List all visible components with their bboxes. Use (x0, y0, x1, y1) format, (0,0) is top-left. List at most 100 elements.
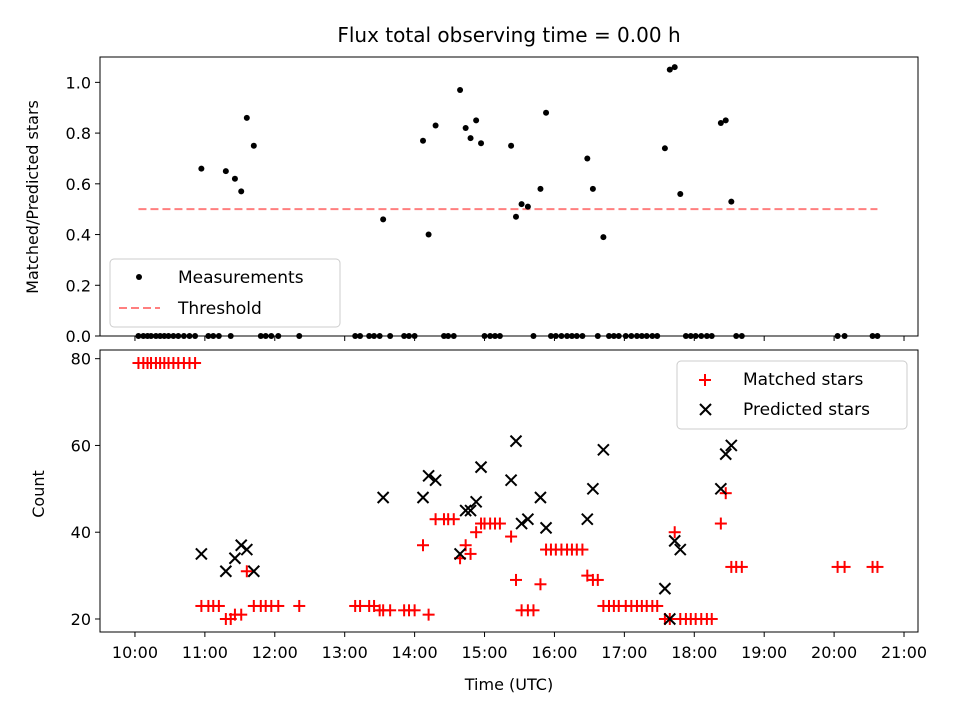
bottom-x-tick-label: 15:00 (461, 643, 507, 662)
matched-star-point (417, 539, 430, 552)
measurement-point (661, 145, 668, 152)
measurement-point (238, 188, 245, 195)
predicted-star-point (521, 512, 535, 526)
matched-star-point (668, 526, 681, 539)
matched-star-point (651, 599, 664, 612)
matched-star-point (838, 560, 851, 573)
measurement-point (677, 190, 684, 197)
predicted-star-point (714, 482, 728, 496)
top-ticks: 0.0 0.2 0.4 0.6 0.8 1.0 (66, 73, 905, 346)
predicted-star-point (719, 447, 732, 461)
measurement-point (231, 175, 238, 182)
measurement-point (671, 64, 678, 71)
measurement-point (198, 165, 205, 172)
bottom-x-tick-label: 13:00 (322, 643, 368, 662)
matched-star-point (576, 543, 589, 556)
measurement-point (478, 140, 485, 147)
predicted-star-point (515, 517, 528, 530)
bottom-y-tick-label: 40 (71, 523, 91, 542)
matched-star-point (408, 604, 421, 617)
predicted-star-point (725, 439, 738, 452)
top-panel: Flux total observing time = 0.00 h Match… (23, 23, 919, 346)
measurement-point (457, 86, 464, 93)
matched-star-point (527, 604, 540, 617)
top-y-tick-label: 0.0 (66, 327, 91, 346)
legend-matched-label: Matched stars (743, 370, 863, 390)
predicted-star-point (581, 512, 594, 526)
matched-star-point (293, 599, 306, 612)
measurement-point (222, 168, 229, 175)
top-plot-area (135, 64, 881, 339)
measurement-point (512, 213, 519, 220)
matched-star-point (493, 517, 506, 530)
predicted-star-point (429, 473, 442, 487)
bottom-x-tick-label: 16:00 (531, 643, 577, 662)
predicted-star-point (668, 534, 681, 548)
measurement-point (589, 185, 596, 192)
predicted-star-point (586, 482, 600, 496)
bottom-x-tick-label: 18:00 (671, 643, 717, 662)
matched-star-point (534, 578, 547, 591)
measurement-point (473, 117, 480, 124)
matched-star-point (591, 573, 604, 586)
predicted-star-point (509, 434, 523, 448)
predicted-star-point (597, 443, 610, 456)
bottom-x-axis-label: Time (UTC) (464, 675, 553, 694)
predicted-star-point (453, 547, 467, 561)
legend-measurements-marker (136, 274, 142, 280)
matched-star-point (422, 608, 435, 621)
top-axes-frame (99, 56, 919, 337)
predicted-star-point (469, 495, 483, 509)
bottom-y-tick-label: 80 (71, 350, 91, 369)
predicted-star-point (663, 612, 677, 626)
matched-star-point (735, 560, 748, 573)
measurement-point (243, 114, 250, 121)
measurement-point (462, 125, 469, 132)
top-y-tick-label: 1.0 (66, 73, 91, 92)
measurement-point (432, 122, 439, 129)
measurement-point (543, 109, 550, 116)
top-legend-box (109, 258, 341, 328)
predicted-star-point (459, 504, 472, 517)
measurement-point (518, 201, 525, 208)
legend-threshold-label: Threshold (177, 299, 262, 319)
bottom-y-tick-label: 60 (71, 436, 91, 455)
bottom-axes-frame (99, 349, 919, 633)
predicted-star-point (416, 491, 430, 504)
predicted-star-point (674, 543, 687, 556)
measurement-point (524, 203, 531, 210)
predicted-star-point (376, 491, 390, 504)
predicted-star-point (240, 543, 254, 556)
matched-star-point (470, 526, 483, 539)
matched-star-point (447, 513, 460, 526)
predicted-star-point (219, 565, 233, 578)
matched-star-point (871, 560, 884, 573)
predicted-star-point (539, 521, 553, 535)
matched-star-point (505, 530, 518, 543)
measurement-point (666, 66, 673, 73)
predicted-star-point (534, 491, 547, 504)
measurement-point (250, 142, 257, 149)
bottom-x-tick-label: 11:00 (182, 643, 228, 662)
predicted-star-point (658, 582, 672, 595)
matched-star-point (212, 599, 225, 612)
bottom-x-tick-label: 10:00 (112, 643, 158, 662)
legend-predicted-label: Predicted stars (743, 400, 870, 420)
measurement-point (600, 234, 607, 241)
predicted-star-point (504, 473, 518, 487)
bottom-x-tick-label: 14:00 (392, 643, 438, 662)
bottom-plot-area (132, 357, 884, 626)
measurement-point (420, 137, 427, 144)
top-y-tick-label: 0.2 (66, 276, 91, 295)
top-y-axis-label: Matched/Predicted stars (23, 100, 42, 294)
measurement-point (425, 231, 432, 238)
bottom-x-tick-label: 21:00 (881, 643, 927, 662)
bottom-legend: Matched stars Predicted stars (676, 360, 908, 430)
bottom-x-tick-label: 20:00 (811, 643, 857, 662)
measurement-point (728, 198, 735, 205)
predicted-star-point (422, 469, 435, 483)
measurement-point (717, 119, 724, 126)
top-chart-title: Flux total observing time = 0.00 h (337, 23, 680, 47)
legend-matched-marker (699, 374, 711, 386)
matched-star-point (509, 573, 522, 586)
